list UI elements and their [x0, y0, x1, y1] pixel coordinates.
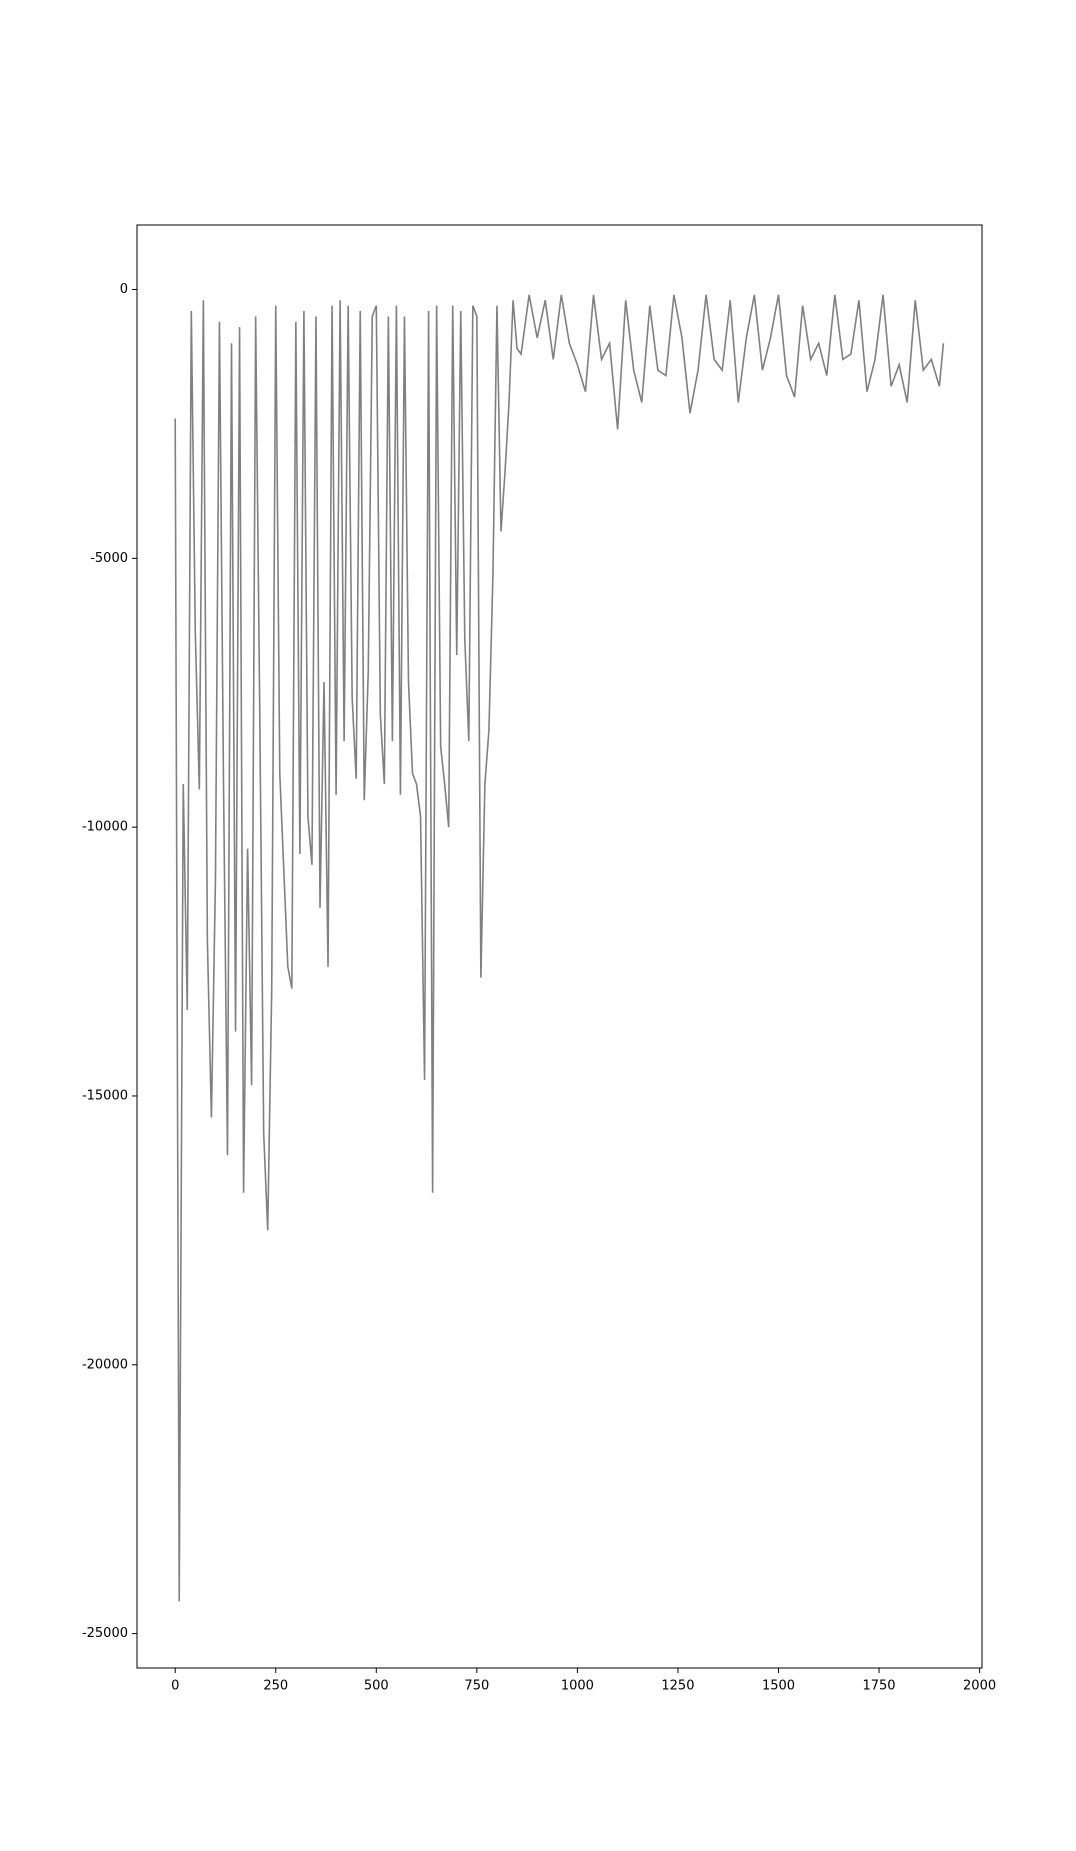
x-tick-label: 1500 — [762, 1679, 795, 1694]
y-tick-label: -5000 — [90, 551, 128, 566]
line — [174, 294, 945, 1602]
x-tick-label: 1000 — [561, 1679, 594, 1694]
y-tick-label: -20000 — [82, 1357, 128, 1372]
x-tick-label: 250 — [263, 1679, 288, 1694]
y-tick-label: -25000 — [82, 1626, 128, 1641]
x-tick-label: 1250 — [661, 1679, 694, 1694]
x-tick-label: 750 — [464, 1679, 489, 1694]
y-tick-label: -10000 — [82, 820, 128, 835]
y-tick-label: -15000 — [82, 1088, 128, 1103]
x-tick-label: 0 — [171, 1679, 179, 1694]
y-tick-label: 0 — [120, 282, 128, 297]
x-tick-label: 500 — [364, 1679, 389, 1694]
x-tick-label: 1750 — [862, 1679, 895, 1694]
x-tick-label: 2000 — [963, 1679, 996, 1694]
axes-frame — [136, 224, 983, 1669]
